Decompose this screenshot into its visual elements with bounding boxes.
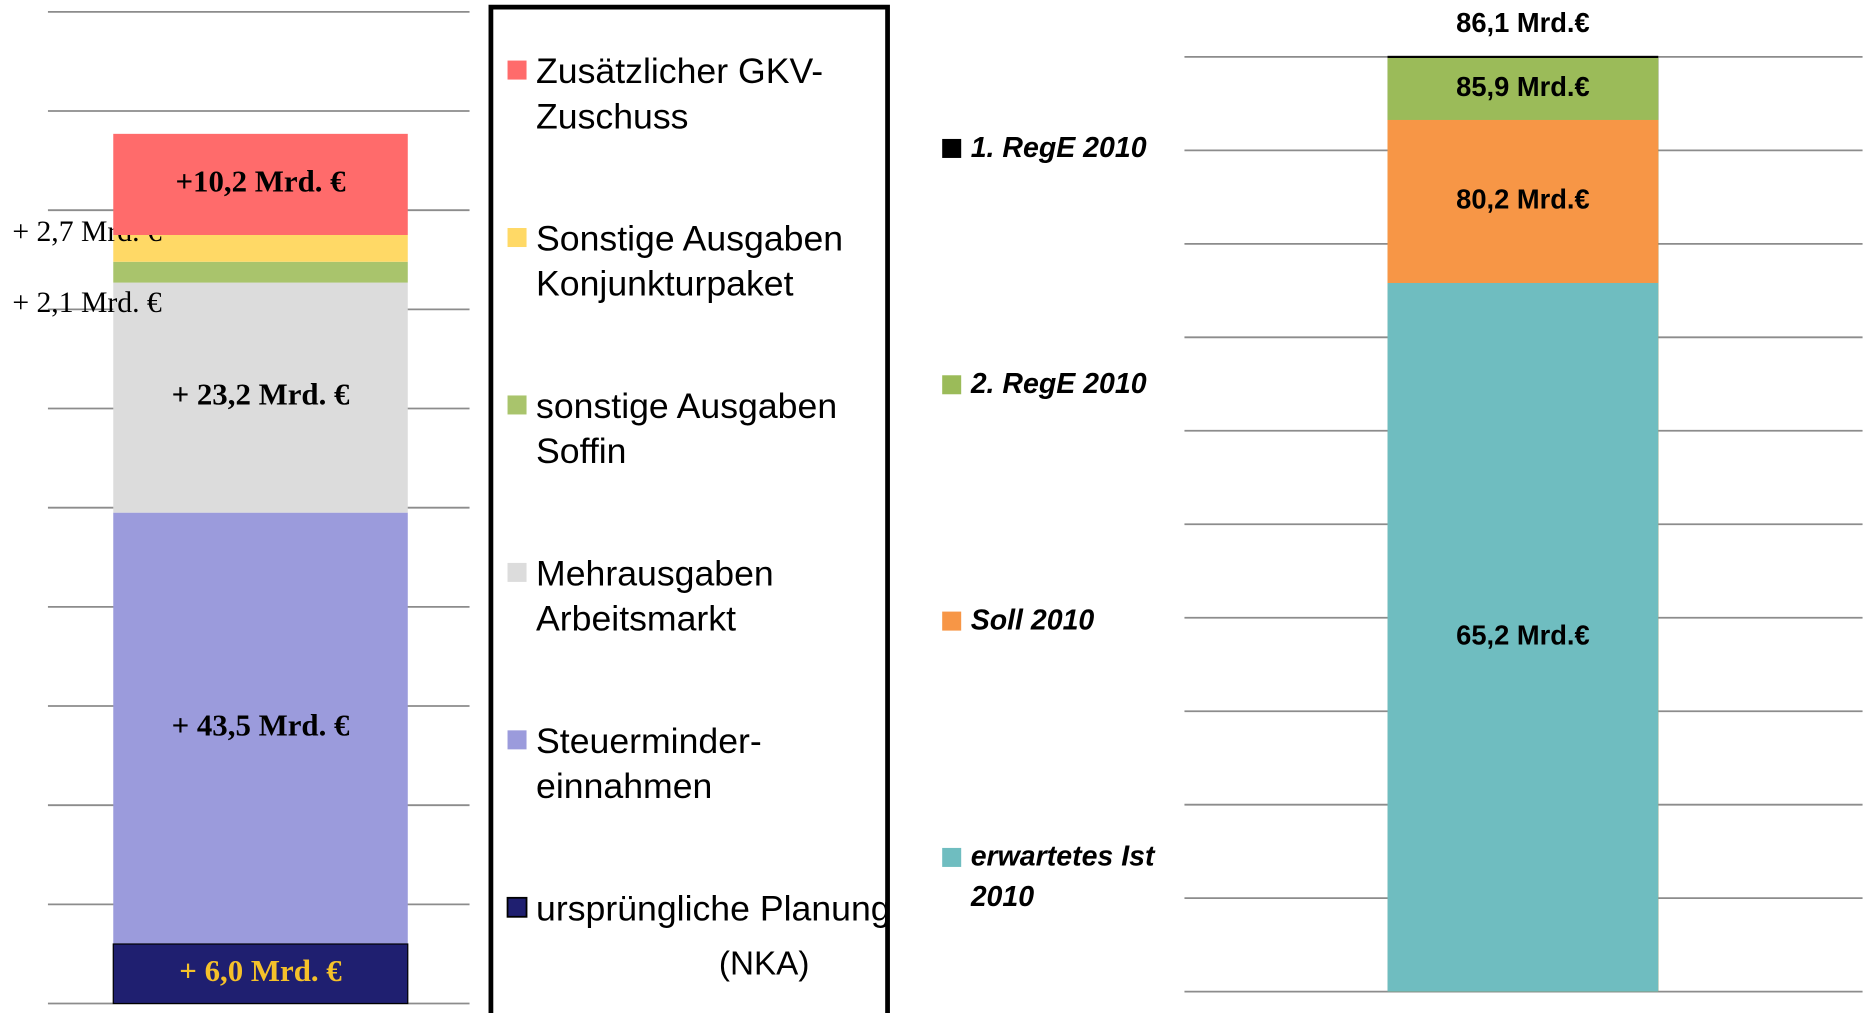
legend-label-box: Soll 2010 (970, 604, 1095, 637)
legend-label-box: Mehrausgaben Arbeitsmarkt (536, 554, 774, 639)
legend-label: Mehrausgaben Arbeitsmarkt (536, 554, 774, 639)
legend-swatch (507, 395, 527, 415)
legend-label: 2. RegE 2010 (970, 368, 1147, 401)
legend-swatch (942, 847, 962, 867)
legend-swatch (942, 375, 962, 395)
data-label: 85,9 Mrd.€ (1456, 71, 1590, 102)
legend-label-box: 2. RegE 2010 (970, 368, 1147, 401)
data-label: 65,2 Mrd.€ (1456, 620, 1590, 651)
data-label: 80,2 Mrd.€ (1456, 184, 1590, 215)
legend-swatch (507, 730, 527, 750)
bar-segment (113, 282, 408, 513)
legend-label: 1. RegE 2010 (970, 131, 1147, 164)
legend-label-box: Steuerminder-einnahmen (536, 722, 762, 807)
legend-swatch (507, 228, 527, 248)
legend-label-box: Sonstige Ausgaben Konjunkturpaket (536, 219, 844, 305)
legend-label: Zusätzlicher GKV-Zuschuss (536, 52, 824, 137)
bar-segment (113, 944, 408, 1004)
legend-swatch (942, 138, 962, 158)
bar (1387, 282, 1659, 992)
legend-box (488, 4, 890, 1013)
legend-label: Sonstige Ausgaben Konjunkturpaket (536, 219, 844, 305)
annotation: (NKA) (719, 945, 810, 982)
legend-swatch (942, 611, 962, 631)
legend-label-box: erwartetes Ist 2010 (970, 840, 1155, 914)
data-label: + 2,1 Mrd. € (12, 287, 162, 319)
data-label: 86,1 Mrd.€ (1456, 7, 1590, 38)
bar-segment (113, 512, 408, 945)
data-label: + 43,5 Mrd. € (172, 707, 350, 742)
data-label: + 6,0 Mrd. € (179, 953, 342, 988)
legend-label: erwartetes Ist 2010 (970, 840, 1155, 914)
legend-label: ursprüngliche Planung (536, 889, 891, 929)
data-label: +10,2 Mrd. € (175, 163, 346, 198)
bar-segment (113, 261, 408, 283)
bar-outline (112, 943, 409, 1005)
bar-segment (113, 133, 408, 235)
legend-swatch (507, 562, 527, 582)
bar-segment (113, 234, 408, 262)
legend-label: Soll 2010 (970, 604, 1095, 637)
legend-label: sonstige Ausgaben Soffin (536, 387, 838, 472)
data-label: + 23,2 Mrd. € (172, 377, 350, 412)
legend-label-box: 1. RegE 2010 (970, 131, 1147, 164)
legend-label-box: sonstige Ausgaben Soffin (536, 387, 838, 472)
legend-label-box: ursprüngliche Planung (536, 889, 891, 929)
legend-swatch (506, 896, 528, 918)
legend-label: Steuerminder-einnahmen (536, 722, 762, 807)
legend-label-box: Zusätzlicher GKV-Zuschuss (536, 52, 824, 137)
legend-swatch (507, 60, 527, 80)
